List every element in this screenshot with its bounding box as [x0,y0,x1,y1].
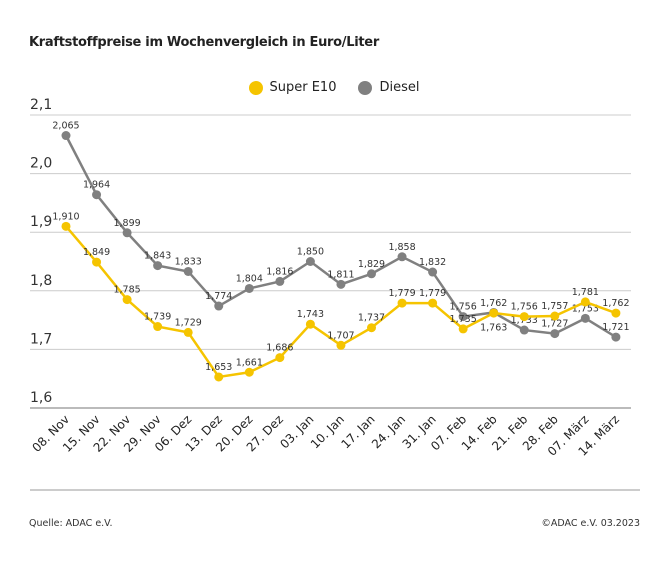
data-label: 1,707 [327,330,354,341]
data-label: 1,850 [297,247,324,258]
data-label: 2,065 [52,121,79,132]
data-label: 1,833 [175,256,202,267]
data-point [519,312,529,322]
data-label: 1,653 [205,362,232,373]
data-label: 1,739 [144,312,171,323]
data-point [611,332,621,342]
data-label: 1,910 [52,211,79,222]
data-label: 1,774 [205,291,232,302]
data-point [122,228,132,238]
data-label: 1,964 [83,180,110,191]
y-tick-label: 2,0 [30,156,52,172]
data-point [244,283,254,293]
data-point [153,322,163,332]
chart-title: Kraftstoffpreise im Wochenvergleich in E… [29,35,379,50]
data-label: 1,763 [480,322,507,333]
source-note: Quelle: ADAC e.V. [29,518,113,529]
data-label: 1,832 [419,257,446,268]
data-point [550,329,560,339]
data-label: 1,727 [541,319,568,330]
data-point [458,312,468,322]
data-label: 1,829 [358,259,385,270]
data-point [61,131,71,141]
data-point [428,267,438,277]
data-label: 1,743 [297,309,324,320]
data-label: 1,756 [511,302,538,313]
data-label: 1,811 [327,269,354,280]
legend-label-super: Super E10 [269,80,337,95]
data-point [92,190,102,200]
data-point [397,252,407,262]
data-point [244,367,254,377]
data-point [61,221,71,231]
data-label: 1,756 [450,302,477,313]
data-point [92,257,102,267]
data-label: 1,762 [602,298,629,309]
legend-marker-super [248,80,263,95]
data-point [367,323,376,333]
data-point [580,313,590,323]
legend-item-diesel: Diesel [358,80,420,95]
legend-item-super: Super E10 [248,80,337,95]
data-label: 1,785 [113,285,140,296]
legend-label-diesel: Diesel [379,80,420,95]
data-label: 1,762 [480,298,507,309]
data-label: 1,804 [236,273,263,284]
data-point [275,276,285,286]
data-label: 1,781 [572,287,599,298]
data-label: 1,729 [175,317,202,328]
data-point [183,266,193,276]
data-label: 1,779 [419,288,446,299]
data-point [336,279,346,289]
data-point [611,308,621,318]
data-point [336,340,346,350]
data-label: 1,816 [266,266,293,277]
data-point [183,327,193,337]
data-point [458,324,468,334]
data-point [580,297,590,307]
data-point [153,261,163,271]
data-point [275,353,285,363]
data-label: 1,899 [113,218,140,229]
legend: Super E10 Diesel [0,80,668,95]
data-point [122,295,132,305]
y-tick-label: 1,8 [30,273,52,289]
data-label: 1,661 [236,357,263,368]
legend-marker-diesel [358,80,373,95]
data-label: 1,735 [450,314,477,325]
data-point [397,298,407,308]
data-point [489,308,499,318]
data-point [305,257,315,266]
y-tick-label: 1,7 [30,331,52,347]
data-point [428,298,438,308]
data-label: 1,843 [144,251,171,262]
data-label: 1,737 [358,313,385,324]
copyright-note: ©ADAC e.V. 03.2023 [541,518,640,529]
y-tick-label: 1,9 [30,214,52,230]
data-label: 1,757 [541,301,568,312]
y-tick-label: 2,1 [30,97,52,113]
data-label: 1,779 [388,288,415,299]
data-point [214,372,224,382]
data-point [519,325,529,335]
data-point [214,301,224,311]
data-label: 1,858 [388,242,415,253]
data-label: 1,721 [602,322,629,333]
data-point [305,319,315,329]
data-point [550,311,560,321]
data-point [367,269,376,279]
y-tick-label: 1,6 [30,390,52,406]
data-label: 1,849 [83,247,110,258]
data-label: 1,686 [266,343,293,354]
data-label: 1,753 [572,303,599,314]
